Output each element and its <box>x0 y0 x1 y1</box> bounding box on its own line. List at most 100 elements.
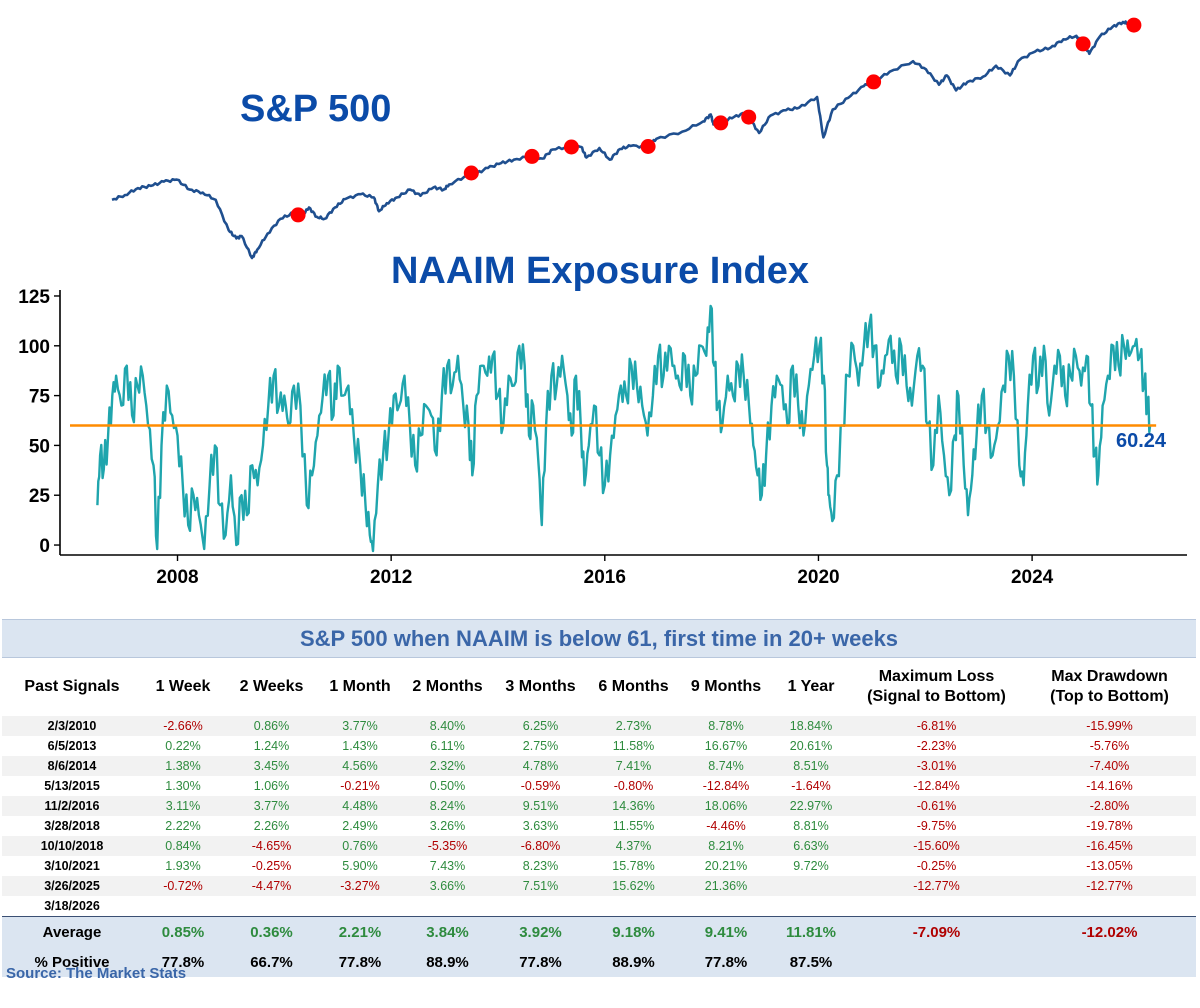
table-row: 3/28/2018 2.22% 2.26% 2.49% 3.26% 3.63% 11.55%… <box>2 816 1196 836</box>
table-cell <box>587 896 680 917</box>
table-cell: 8.40% <box>401 716 494 736</box>
table-cell: 20.61% <box>772 736 850 756</box>
table-cell: 8.81% <box>772 816 850 836</box>
table-cell: 15.62% <box>587 876 680 896</box>
summary-cell: 2.21% <box>319 916 401 947</box>
summary-cell: 88.9% <box>587 947 680 977</box>
spx-signal-marker <box>290 207 306 223</box>
table-cell: 2.26% <box>224 816 319 836</box>
table-cell: -12.84% <box>680 776 772 796</box>
naaim-last-value-label: 60.24 <box>1116 430 1167 452</box>
table-header-cell: 6 Months <box>598 678 669 695</box>
x-tick-label: 2020 <box>797 567 839 588</box>
summary-cell: 9.18% <box>587 916 680 947</box>
table-cell: 0.22% <box>142 736 224 756</box>
table-cell <box>1023 896 1196 917</box>
table-header-cell: 1 Month <box>329 678 391 695</box>
signal-date-cell: 10/10/2018 <box>2 836 142 856</box>
table-cell: 3.77% <box>319 716 401 736</box>
table-cell: 11.55% <box>587 816 680 836</box>
spx-price-line <box>111 20 1135 260</box>
table-cell: 8.23% <box>494 856 587 876</box>
table-cell: 2.73% <box>587 716 680 736</box>
spx-signal-marker <box>1126 17 1142 33</box>
table-cell: 4.37% <box>587 836 680 856</box>
table-cell: 8.74% <box>680 756 772 776</box>
table-cell: 1.43% <box>319 736 401 756</box>
table-row: 10/10/2018 0.84% -4.65% 0.76% -5.35% -6.80% 4.… <box>2 836 1196 856</box>
table-cell: -12.84% <box>850 776 1023 796</box>
signal-date-cell: 3/28/2018 <box>2 816 142 836</box>
table-header-cell: 2 Weeks <box>239 678 304 695</box>
spx-signal-marker <box>741 109 757 125</box>
signal-stats-table: Past Signals 1 Week 2 Weeks 1 Month 2 Months… <box>2 658 1196 977</box>
signal-date-cell: 8/6/2014 <box>2 756 142 776</box>
table-cell: 8.51% <box>772 756 850 776</box>
table-cell: 2.49% <box>319 816 401 836</box>
naaim-chart: 0 25 50 75 100 125 2008 2012 2016 2020 2024 <box>18 287 1187 588</box>
summary-cell: 11.81% <box>772 916 850 947</box>
table-cell: 7.43% <box>401 856 494 876</box>
signal-date-cell: 3/26/2025 <box>2 876 142 896</box>
signal-date-cell: 6/5/2013 <box>2 736 142 756</box>
table-cell: -19.78% <box>1023 816 1196 836</box>
spx-signal-marker <box>1075 36 1091 52</box>
table-cell: 8.24% <box>401 796 494 816</box>
table-cell: -16.45% <box>1023 836 1196 856</box>
table-cell: 3.66% <box>401 876 494 896</box>
table-cell: 8.21% <box>680 836 772 856</box>
table-header-cell: 2 Months <box>412 678 483 695</box>
table-cell: 1.06% <box>224 776 319 796</box>
summary-cell: 3.84% <box>401 916 494 947</box>
spx-signal-marker <box>563 139 579 155</box>
table-header-cell: Maximum Loss (Signal to Bottom) <box>867 668 1006 705</box>
table-cell: -7.40% <box>1023 756 1196 776</box>
pct-positive-row: % Positive 77.8% 66.7% 77.8% 88.9% 77.8% 88.9%… <box>2 947 1196 977</box>
summary-cell <box>1023 947 1196 977</box>
summary-cell: 9.41% <box>680 916 772 947</box>
table-title: S&P 500 when NAAIM is below 61, first ti… <box>2 619 1196 658</box>
table-cell: -3.01% <box>850 756 1023 776</box>
summary-cell: 77.8% <box>680 947 772 977</box>
summary-cell: 66.7% <box>224 947 319 977</box>
summary-cell <box>850 947 1023 977</box>
table-row: 3/10/2021 1.93% -0.25% 5.90% 7.43% 8.23% 15.78… <box>2 856 1196 876</box>
table-row: 8/6/2014 1.38% 3.45% 4.56% 2.32% 4.78% 7.41% 8.… <box>2 756 1196 776</box>
table-cell <box>772 896 850 917</box>
table-cell: 8.78% <box>680 716 772 736</box>
y-tick-label: 75 <box>29 387 51 408</box>
table-cell: 3.26% <box>401 816 494 836</box>
summary-cell: 77.8% <box>494 947 587 977</box>
table-cell: -9.75% <box>850 816 1023 836</box>
table-row: 6/5/2013 0.22% 1.24% 1.43% 6.11% 2.75% 11.58% 1… <box>2 736 1196 756</box>
table-cell: 2.32% <box>401 756 494 776</box>
table-header-cell: 1 Week <box>155 678 211 695</box>
spx-signal-markers <box>290 17 1142 223</box>
table-cell: 2.75% <box>494 736 587 756</box>
table-cell <box>772 876 850 896</box>
average-row: Average 0.85% 0.36% 2.21% 3.84% 3.92% 9.18% 9.4… <box>2 916 1196 947</box>
spx-chart-title: S&P 500 <box>240 88 392 130</box>
table-cell: 4.78% <box>494 756 587 776</box>
table-cell: 14.36% <box>587 796 680 816</box>
table-cell: -6.81% <box>850 716 1023 736</box>
table-cell: -0.59% <box>494 776 587 796</box>
naaim-axes: 0 25 50 75 100 125 2008 2012 2016 2020 2024 <box>18 287 1187 588</box>
table-cell: 18.06% <box>680 796 772 816</box>
table-cell: 18.84% <box>772 716 850 736</box>
table-cell: 3.77% <box>224 796 319 816</box>
x-tick-label: 2016 <box>584 567 626 588</box>
summary-cell: 88.9% <box>401 947 494 977</box>
y-tick-label: 50 <box>29 436 50 457</box>
table-cell: -0.61% <box>850 796 1023 816</box>
table-cell: -5.35% <box>401 836 494 856</box>
table-cell: 3.63% <box>494 816 587 836</box>
summary-cell: 0.85% <box>142 916 224 947</box>
table-cell: 6.11% <box>401 736 494 756</box>
x-tick-label: 2024 <box>1011 567 1054 588</box>
table-cell: -2.80% <box>1023 796 1196 816</box>
table-header-row: Past Signals 1 Week 2 Weeks 1 Month 2 Months… <box>2 658 1196 716</box>
table-cell: 0.50% <box>401 776 494 796</box>
summary-cell: 0.36% <box>224 916 319 947</box>
summary-cell: 77.8% <box>142 947 224 977</box>
